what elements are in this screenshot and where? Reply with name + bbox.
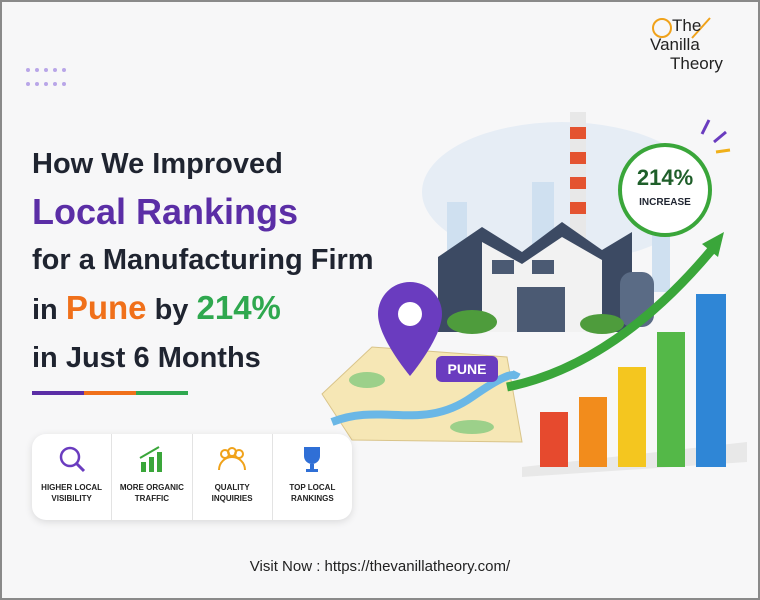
headline-line: Local Rankings — [32, 191, 299, 232]
badge-value: 214% — [637, 165, 693, 190]
icon — [59, 446, 85, 473]
feature: HIGHER LOCAL VISIBILITY — [32, 434, 113, 520]
features-card: HIGHER LOCAL VISIBILITY MORE ORGANIC TRA… — [32, 434, 352, 520]
feature-label: MORE ORGANIC TRAFFIC — [119, 483, 184, 503]
logo-line: Vanilla — [650, 35, 700, 54]
headline-part: in — [32, 294, 58, 326]
icon — [218, 447, 247, 471]
headline-line: in Just 6 Months — [32, 342, 261, 374]
pin-label: PUNE — [448, 361, 487, 377]
headline-part: by — [154, 294, 189, 326]
headline-part: 214% — [196, 289, 281, 326]
icon — [139, 446, 162, 472]
feature: MORE ORGANIC TRAFFIC — [112, 434, 193, 520]
badge-label: INCREASE — [639, 197, 691, 208]
feature: QUALITY INQUIRIES — [193, 434, 273, 520]
logo-line: Theory — [670, 54, 723, 73]
feature: TOP LOCAL RANKINGS — [273, 434, 352, 520]
headline-part: Pune — [65, 289, 147, 326]
footer-link: Visit Now : https://thevanillatheory.com… — [249, 558, 511, 575]
headline: How We Improved Local Rankings for a Man… — [32, 140, 374, 382]
logo-line: The — [672, 16, 702, 35]
feature-label: QUALITY INQUIRIES — [211, 483, 253, 503]
headline-line: for a Manufacturing Firm — [32, 244, 374, 276]
logo: The Vanilla Theory — [650, 16, 723, 73]
headline-line: How We Improved — [32, 148, 283, 180]
headline-line: in Pune by 214% — [32, 284, 374, 334]
dots — [26, 68, 66, 86]
feature-label: HIGHER LOCAL VISIBILITY — [41, 483, 103, 503]
icon — [304, 447, 321, 472]
feature-label: TOP LOCAL RANKINGS — [289, 483, 336, 503]
